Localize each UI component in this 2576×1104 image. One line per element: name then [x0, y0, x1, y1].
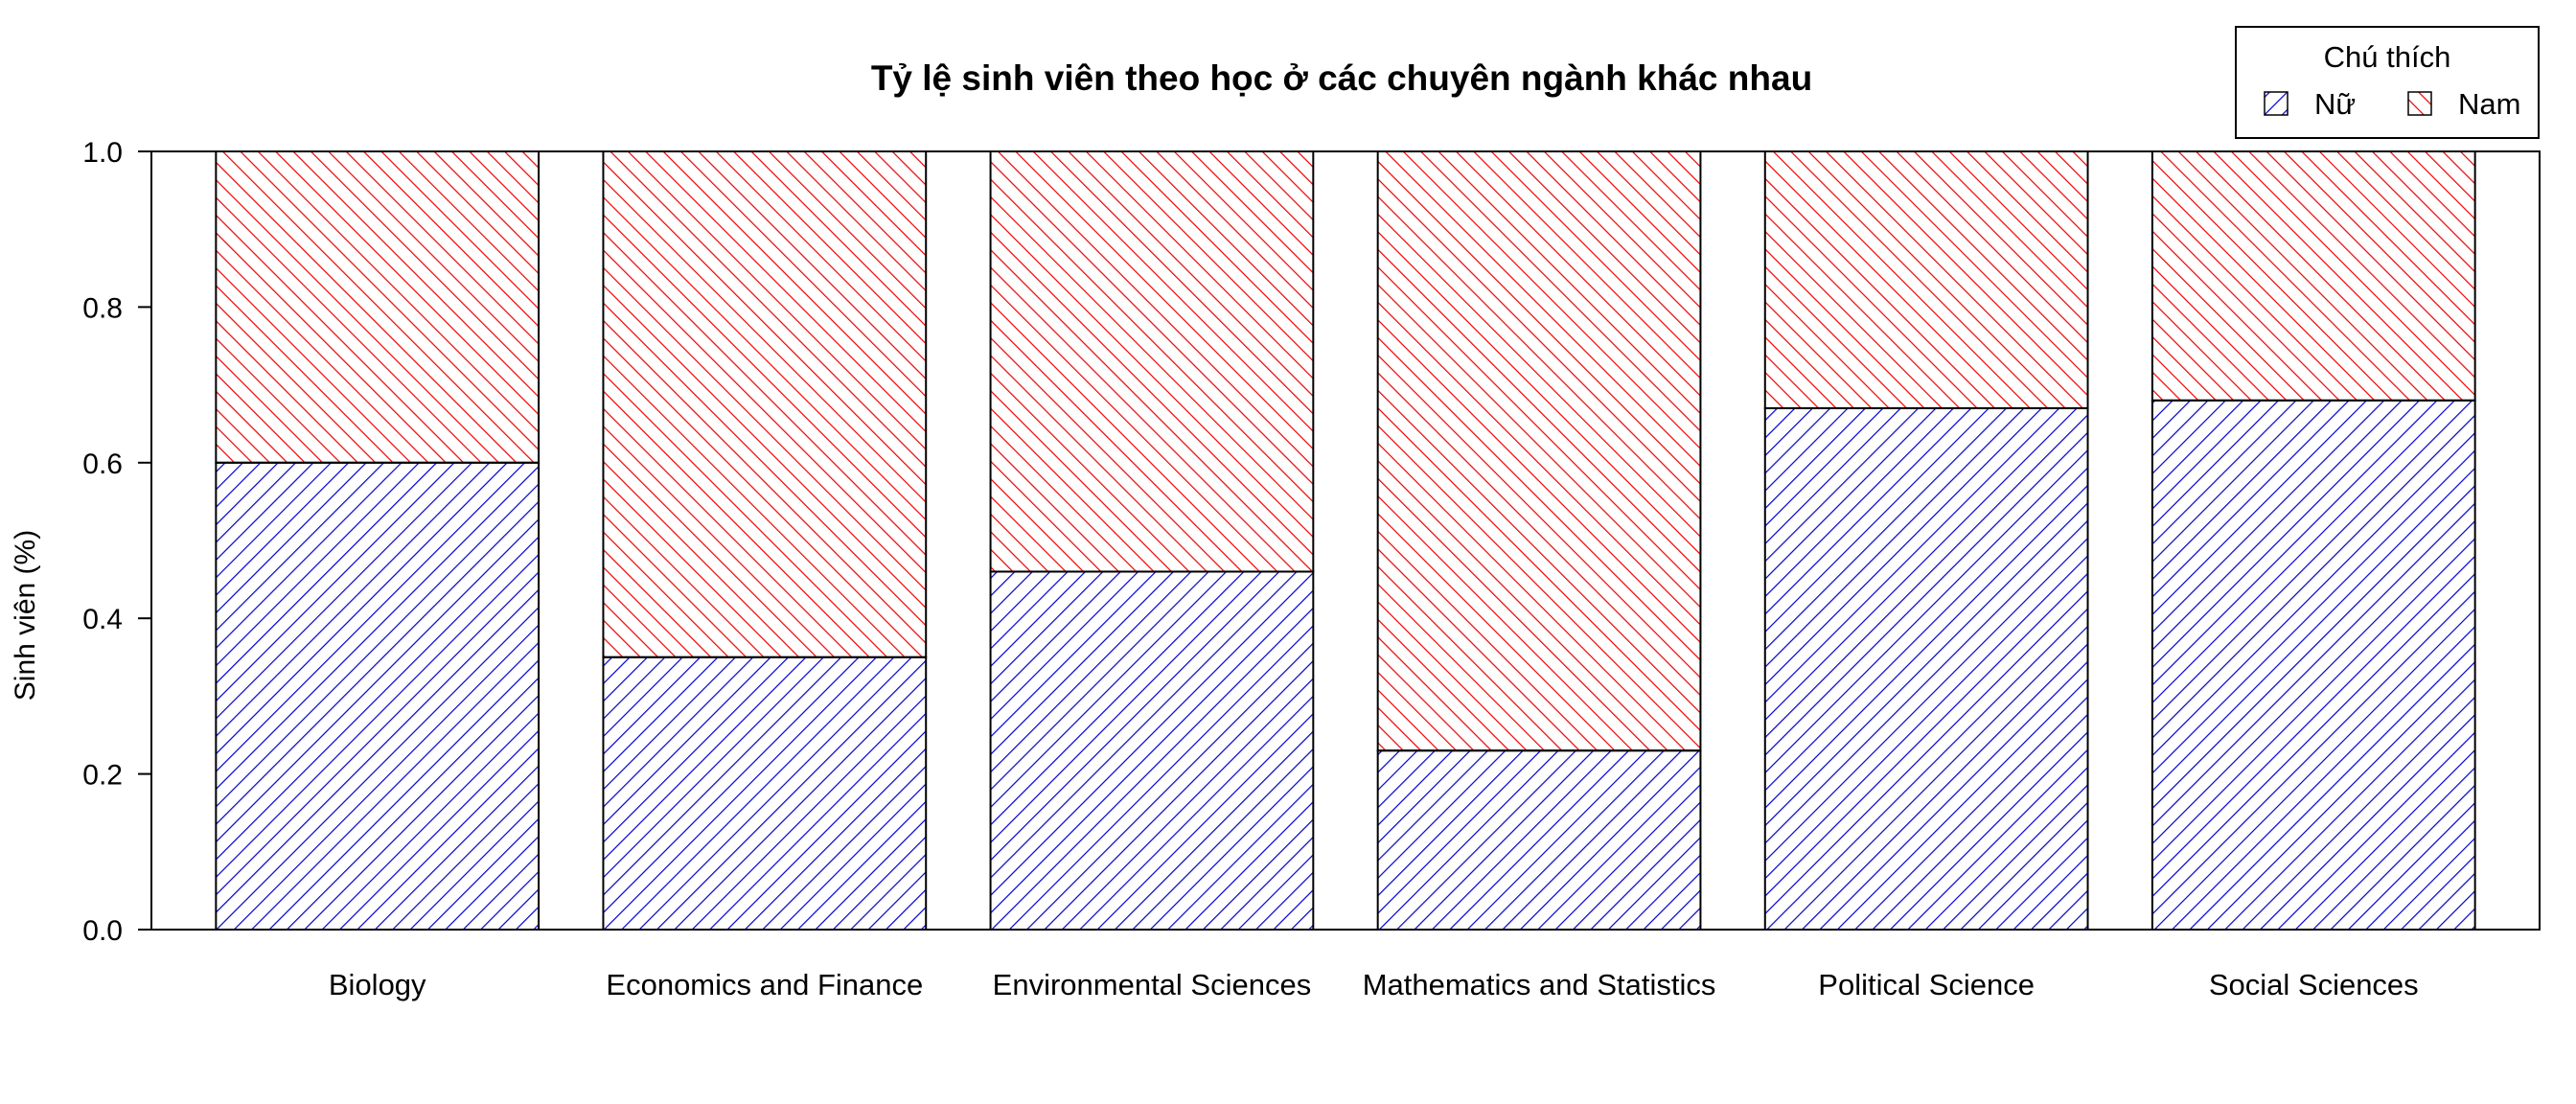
legend-label-nam: Nam — [2458, 87, 2520, 121]
legend-title: Chú thích — [2324, 40, 2451, 74]
y-axis: 0.0 0.2 0.4 0.6 0.8 1.0 — [82, 137, 152, 947]
bar-male-5 — [2150, 150, 2476, 402]
bar-male-2 — [989, 150, 1315, 573]
x-tick-label: Political Science — [1818, 968, 2035, 1001]
y-tick-label: 0.6 — [82, 448, 123, 480]
bar-male-3 — [1376, 150, 1702, 752]
plot-frame — [150, 150, 2541, 931]
bar-male-4 — [1763, 150, 2089, 409]
bar-female-1 — [602, 656, 928, 931]
x-axis-labels: Biology Economics and Finance Environmenta… — [329, 968, 2419, 1001]
legend: Chú thích Nữ Nam — [2235, 26, 2540, 139]
x-tick-label: Mathematics and Statistics — [1363, 968, 1716, 1001]
bars-group — [215, 150, 2476, 931]
y-tick-label: 0.2 — [82, 760, 123, 792]
x-tick-label: Social Sciences — [2209, 968, 2419, 1001]
legend-swatch-nu — [2264, 91, 2288, 116]
bar-male-1 — [602, 150, 928, 658]
x-tick-label: Biology — [329, 968, 426, 1001]
y-tick-label: 0.0 — [82, 915, 123, 947]
legend-box — [2235, 26, 2540, 139]
chart-title: Tỷ lệ sinh viên theo học ở các chuyên ng… — [871, 58, 1812, 98]
bar-female-2 — [989, 570, 1315, 931]
bar-female-3 — [1376, 749, 1702, 931]
bar-female-0 — [215, 461, 540, 931]
bar-female-5 — [2150, 399, 2476, 931]
y-tick-label: 0.8 — [82, 292, 123, 324]
x-tick-label: Economics and Finance — [606, 968, 923, 1001]
y-tick-label: 0.4 — [82, 604, 123, 635]
bar-female-4 — [1763, 406, 2089, 931]
y-tick-label: 1.0 — [82, 137, 123, 169]
legend-label-nu: Nữ — [2314, 87, 2356, 121]
bar-male-0 — [215, 150, 540, 464]
x-tick-label: Environmental Sciences — [993, 968, 1312, 1001]
legend-swatch-nam — [2407, 91, 2432, 116]
y-axis-label: Sinh viên (%) — [10, 530, 41, 701]
